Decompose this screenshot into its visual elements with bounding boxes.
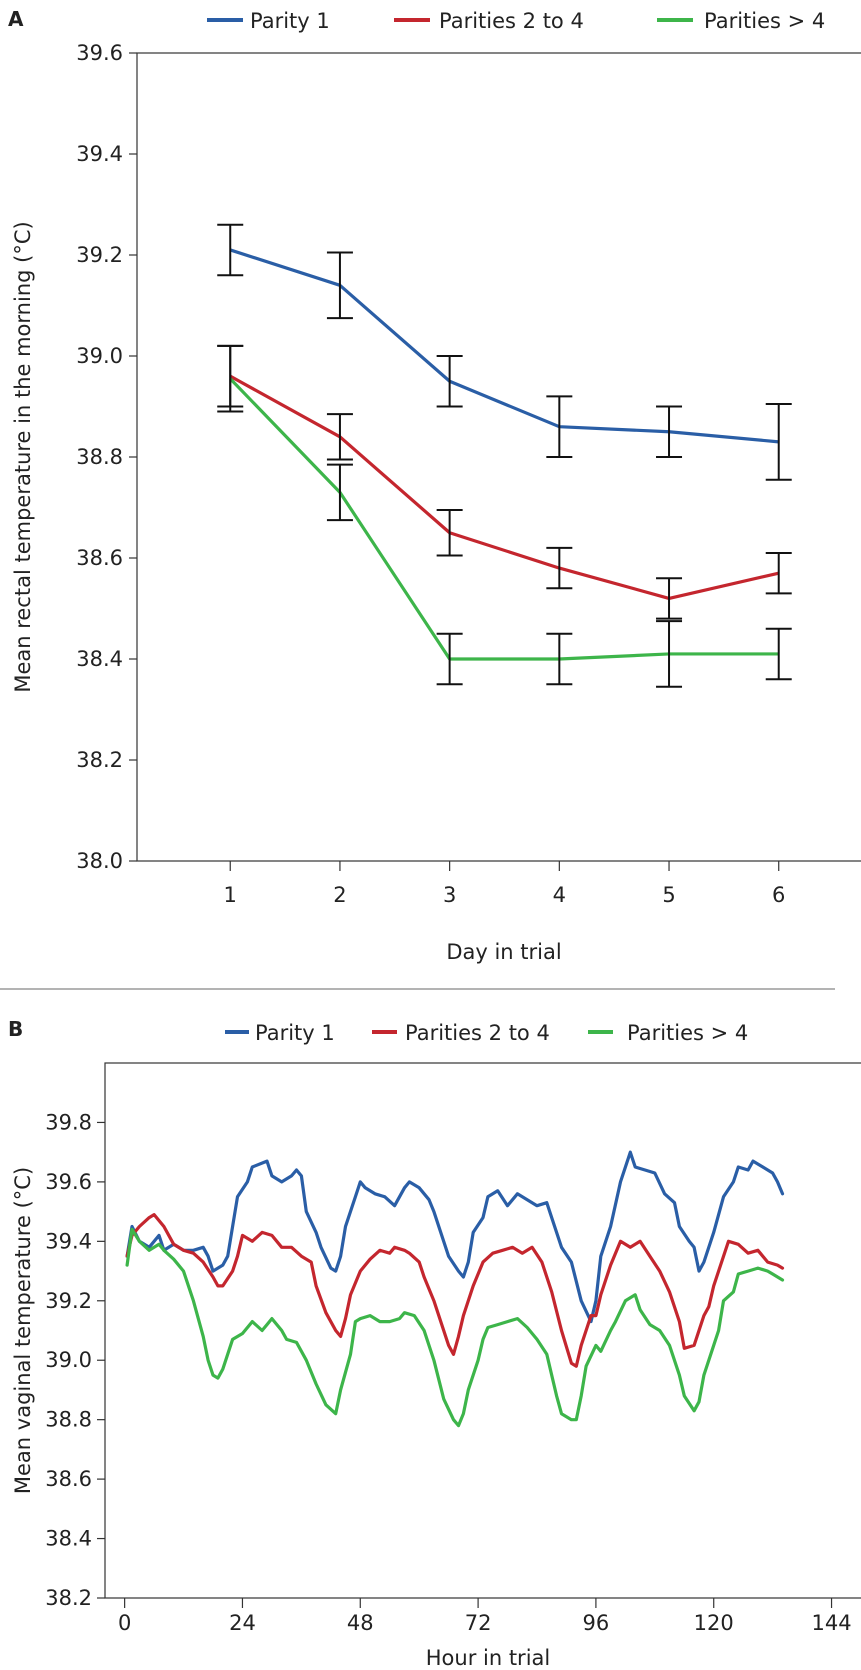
error-bar-a-2: [765, 551, 792, 595]
series-line-a-2: [229, 374, 780, 601]
y-tick-label-a: 38.2: [76, 748, 123, 772]
series-line-b-1: [125, 1150, 785, 1324]
y-tick-label-b: 38.2: [45, 1586, 92, 1610]
x-tick-label-a: 2: [333, 883, 346, 907]
error-bar-a-1: [546, 395, 573, 458]
y-tick-label-b: 39.0: [45, 1348, 92, 1372]
y-tick-label-a: 39.2: [76, 243, 123, 267]
x-tick-label-b: 0: [118, 1611, 131, 1635]
x-tick-label-a: 5: [662, 883, 675, 907]
x-tick-label-b: 48: [347, 1611, 374, 1635]
error-bar-a-2: [546, 546, 573, 590]
x-tick-label-b: 144: [811, 1611, 851, 1635]
series-line-a-3: [229, 377, 779, 661]
x-axis-title-b: Hour in trial: [426, 1646, 550, 1670]
x-tick-label-b: 120: [694, 1611, 734, 1635]
x-tick-label-b: 24: [229, 1611, 256, 1635]
y-tick-label-a: 38.6: [76, 546, 123, 570]
error-bar-a-2: [436, 509, 463, 557]
x-tick-label-a: 1: [224, 883, 237, 907]
y-tick-label-b: 38.4: [45, 1527, 92, 1551]
plot-frame-b: [104, 1062, 861, 1599]
x-tick-label-a: 4: [553, 883, 566, 907]
y-tick-label-b: 38.8: [45, 1408, 92, 1432]
y-tick-label-b: 39.6: [45, 1170, 92, 1194]
error-bar-a-3: [765, 627, 792, 681]
panel-a-letter: A: [8, 7, 24, 31]
panel-b-letter: B: [8, 1017, 23, 1041]
plot-frame-a: [136, 52, 861, 862]
error-bar-a-3: [326, 463, 353, 522]
error-bar-a-1: [765, 402, 792, 481]
error-bar-a-3: [656, 620, 683, 688]
error-bar-a-3: [546, 632, 573, 686]
legend-label-a-2: Parities 2 to 4: [439, 9, 584, 33]
error-bar-a-1: [436, 355, 463, 408]
x-tick-label-a: 3: [443, 883, 456, 907]
legend-label-b-3: Parities > 4: [627, 1021, 748, 1045]
error-bar-a-3: [436, 632, 463, 686]
error-bar-a-1: [656, 405, 683, 458]
error-bar-a-1: [217, 223, 244, 277]
y-axis-title-b: Mean vaginal temperature (°C): [11, 1167, 35, 1494]
y-tick-label-b: 39.8: [45, 1110, 92, 1134]
error-bar-a-2: [656, 577, 683, 620]
panel-a: A Parity 1 Parities 2 to 4 Parities > 4 38.0…: [8, 7, 861, 964]
series-line-b-3: [125, 1227, 785, 1428]
error-bar-a-1: [326, 251, 353, 320]
y-tick-label-a: 38.0: [76, 849, 123, 873]
x-tick-label-a: 6: [772, 883, 785, 907]
legend-label-a-3: Parities > 4: [704, 9, 825, 33]
x-axis-title-a: Day in trial: [446, 940, 561, 964]
x-tick-label-b: 72: [465, 1611, 492, 1635]
y-tick-label-b: 39.4: [45, 1229, 92, 1253]
y-tick-label-a: 38.8: [76, 445, 123, 469]
legend-label-a-1: Parity 1: [250, 9, 330, 33]
y-tick-label-a: 39.6: [76, 41, 123, 65]
y-tick-label-b: 39.2: [45, 1289, 92, 1313]
error-bar-a-3: [217, 344, 244, 413]
series-line-a-1: [229, 248, 779, 444]
y-tick-label-a: 39.0: [76, 344, 123, 368]
error-bar-a-2: [326, 413, 353, 461]
x-tick-label-b: 96: [583, 1611, 610, 1635]
series-line-b-2: [125, 1212, 785, 1368]
legend-label-b-1: Parity 1: [255, 1021, 335, 1045]
legend-label-b-2: Parities 2 to 4: [405, 1021, 550, 1045]
y-axis-title-a: Mean rectal temperature in the morning (…: [11, 221, 35, 692]
y-tick-label-a: 39.4: [76, 142, 123, 166]
panel-b: B Parity 1 Parities 2 to 4 Parities > 4 38.2…: [8, 1017, 861, 1670]
y-tick-label-b: 38.6: [45, 1467, 92, 1491]
y-tick-label-a: 38.4: [76, 647, 123, 671]
